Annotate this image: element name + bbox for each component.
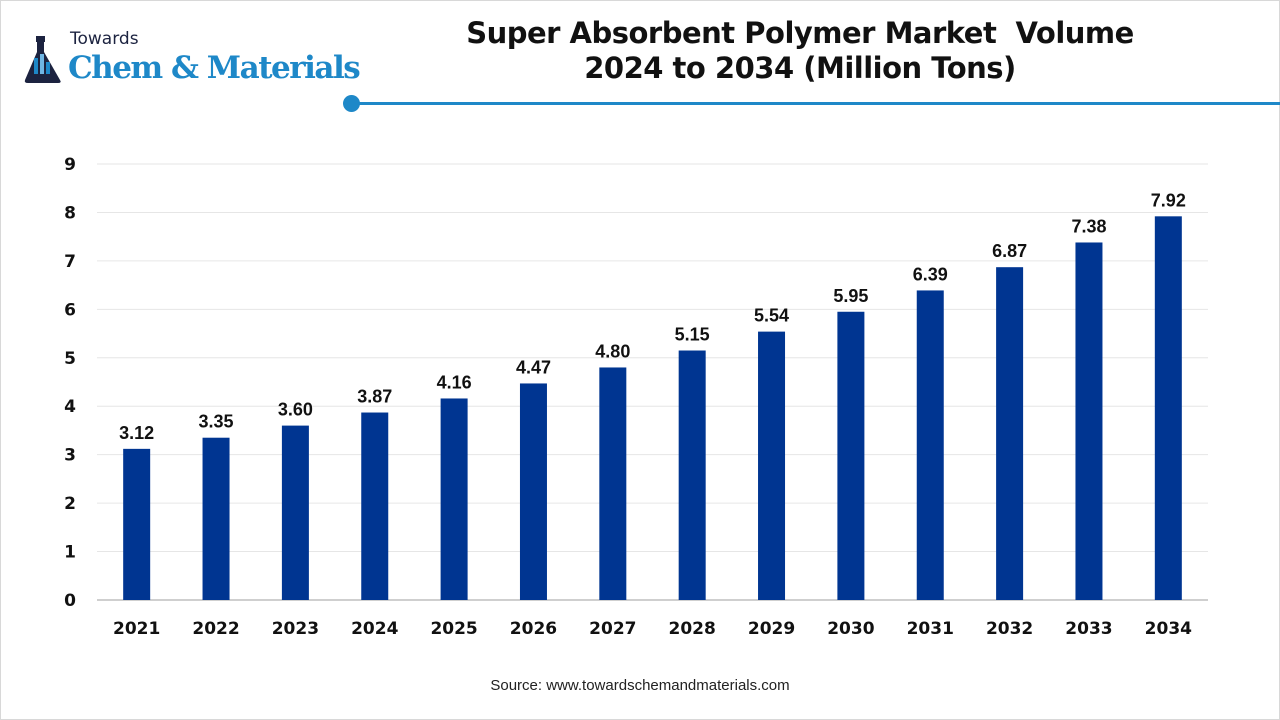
x-tick-label: 2023 <box>272 619 319 639</box>
x-tick-label: 2033 <box>1065 619 1112 639</box>
y-tick-label: 2 <box>64 494 76 514</box>
data-label: 7.38 <box>1071 216 1106 236</box>
data-label: 3.35 <box>199 412 234 432</box>
data-label: 7.92 <box>1151 190 1186 210</box>
bar <box>1075 242 1103 601</box>
bar <box>361 412 389 600</box>
x-tick-label: 2027 <box>589 619 636 639</box>
bar <box>837 311 865 600</box>
y-tick-label: 0 <box>64 591 76 611</box>
data-label: 3.87 <box>357 387 392 407</box>
x-tick-label: 2028 <box>669 619 716 639</box>
x-tick-label: 2026 <box>510 619 557 639</box>
y-tick-label: 5 <box>64 349 76 369</box>
x-tick-label: 2031 <box>907 619 954 639</box>
y-tick-label: 4 <box>64 397 76 417</box>
y-tick-label: 6 <box>64 300 76 320</box>
bar <box>123 448 151 600</box>
bar <box>281 425 309 600</box>
logo-text-main: Chem & Materials <box>68 50 361 86</box>
title-line-1: Super Absorbent Polymer Market Volume <box>466 16 1134 50</box>
data-label: 4.80 <box>595 341 630 361</box>
x-tick-label: 2022 <box>192 619 239 639</box>
x-tick-label: 2030 <box>827 619 874 639</box>
x-tick-label: 2032 <box>986 619 1033 639</box>
bar <box>758 331 786 600</box>
bar <box>916 290 944 600</box>
logo: Towards Chem & Materials <box>22 30 362 88</box>
data-label: 3.60 <box>278 400 313 420</box>
source-note: Source: www.towardschemandmaterials.com <box>490 677 790 694</box>
title-rule-dot <box>343 95 360 112</box>
y-tick-label: 9 <box>64 155 76 175</box>
bar <box>440 398 468 600</box>
x-tick-label: 2034 <box>1145 619 1192 639</box>
data-label: 5.54 <box>754 306 789 326</box>
x-tick-label: 2024 <box>351 619 398 639</box>
bar <box>202 437 230 600</box>
data-label: 5.15 <box>675 325 710 345</box>
x-tick-label: 2025 <box>430 619 477 639</box>
title-rule <box>352 102 1280 105</box>
y-tick-label: 8 <box>64 203 76 223</box>
logo-text-small: Towards <box>70 29 139 49</box>
bar <box>996 267 1024 600</box>
data-label: 3.12 <box>119 423 154 443</box>
bar <box>519 383 547 600</box>
data-label: 6.39 <box>913 264 948 284</box>
chart-title: Super Absorbent Polymer Market Volume 20… <box>420 16 1180 86</box>
bar <box>599 367 627 600</box>
title-line-2: 2024 to 2034 (Million Tons) <box>584 51 1016 85</box>
data-label: 5.95 <box>833 286 868 306</box>
y-tick-label: 7 <box>64 252 76 272</box>
x-tick-label: 2021 <box>113 619 160 639</box>
data-label: 4.47 <box>516 357 551 377</box>
bar <box>1154 216 1182 600</box>
flask-icon <box>24 36 61 83</box>
x-tick-label: 2029 <box>748 619 795 639</box>
y-tick-label: 1 <box>64 543 76 563</box>
y-tick-label: 3 <box>64 446 76 466</box>
data-label: 4.16 <box>437 372 472 392</box>
data-label: 6.87 <box>992 241 1027 261</box>
bar <box>678 350 706 600</box>
